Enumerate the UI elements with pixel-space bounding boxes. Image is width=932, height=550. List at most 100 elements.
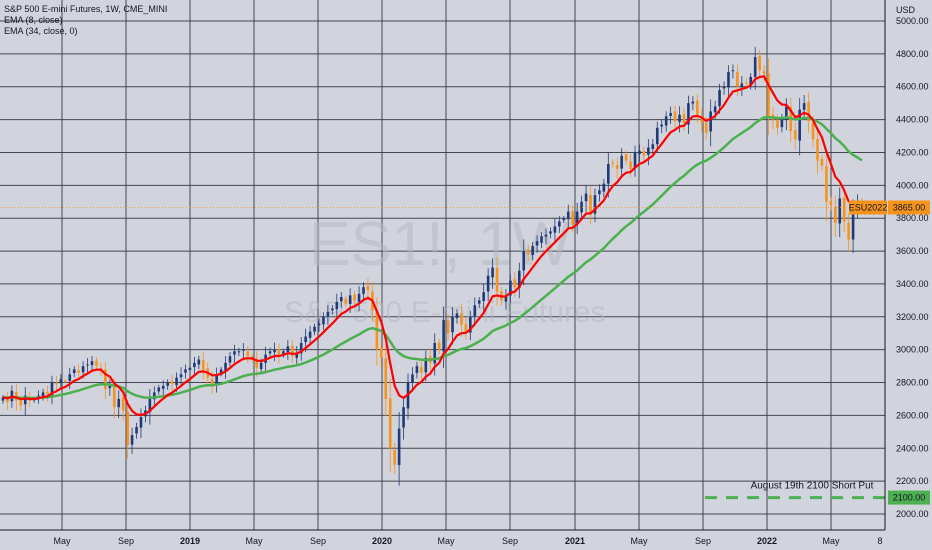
candle-body	[19, 400, 23, 406]
candle-body	[807, 101, 810, 122]
candle-body	[544, 234, 548, 237]
candle-body	[580, 201, 583, 213]
candle-body	[526, 249, 530, 255]
price-tick-label: 4800.00	[896, 49, 929, 59]
short-put-annotation[interactable]: August 19th 2100 Short Put	[751, 481, 874, 492]
candle-body	[753, 57, 757, 77]
candle-body	[86, 364, 89, 366]
candle-body	[700, 115, 704, 123]
candle-body	[121, 397, 125, 411]
price-tick-label: 2400.00	[896, 443, 929, 453]
time-tick-label: 2019	[180, 536, 200, 546]
candle-body	[727, 71, 730, 88]
candle-body	[664, 116, 668, 126]
candle-body	[455, 313, 459, 319]
candle-body	[353, 294, 356, 301]
candle-body	[344, 298, 348, 304]
candle-body	[535, 241, 539, 246]
candle-body	[687, 103, 690, 125]
candle-body	[331, 308, 334, 311]
level-price-badge[interactable]	[888, 490, 930, 505]
time-tick-label: 2021	[565, 536, 585, 546]
candle-body	[157, 387, 161, 392]
candle-body	[504, 295, 508, 302]
watermark: ES1!, 1W S&P 500 E-mini Futures	[284, 210, 605, 329]
candle-body	[286, 346, 290, 352]
candle-body	[785, 106, 788, 120]
candle-body	[420, 367, 423, 373]
candle-body	[584, 193, 588, 202]
candle-body	[442, 320, 445, 352]
candle-body	[233, 351, 236, 355]
candle-body	[188, 367, 192, 371]
candle-body	[558, 221, 561, 227]
candle-body	[148, 398, 152, 413]
candle-body	[81, 366, 85, 373]
candle-body	[566, 211, 570, 220]
candle-body	[669, 113, 672, 116]
symbol-badge[interactable]	[849, 200, 887, 215]
symbol-title[interactable]: S&P 500 E-mini Futures, 1W, CME_MINI	[4, 4, 168, 14]
candle-body	[802, 103, 806, 110]
level-line-group: August 19th 2100 Short Put	[0, 207, 885, 500]
candle-body	[517, 270, 521, 289]
candle-body	[90, 361, 94, 366]
candle-body	[242, 349, 245, 351]
candle-body	[433, 343, 437, 364]
candle-body	[339, 297, 343, 302]
price-tick-label: 4400.00	[896, 115, 929, 125]
candle-body	[615, 164, 619, 169]
candle-body	[411, 374, 414, 383]
candle-body	[847, 222, 850, 240]
indicator-ema-slow-label[interactable]: EMA (34, close, 0)	[4, 26, 78, 36]
candle-body	[357, 293, 361, 302]
candle-body	[811, 122, 815, 140]
candle-body	[562, 218, 566, 221]
candle-body	[780, 117, 784, 128]
candle-body	[295, 352, 299, 358]
candle-body	[299, 343, 303, 354]
candle-body	[72, 369, 76, 374]
candle-body	[620, 155, 623, 169]
time-tick-label: Sep	[310, 536, 326, 546]
time-tick-label: 8	[877, 536, 882, 546]
candle-body	[451, 316, 454, 333]
candle-body	[366, 285, 370, 291]
time-tick-label: Sep	[502, 536, 518, 546]
candle-body	[762, 71, 766, 74]
ema-8-line[interactable]	[2, 75, 863, 417]
candle-body	[139, 417, 143, 428]
candle-body	[509, 280, 512, 296]
candle-body	[682, 114, 686, 123]
candle-body	[744, 82, 748, 84]
time-tick-label: Sep	[118, 536, 134, 546]
candle-body	[99, 367, 103, 370]
time-tick-label: May	[822, 536, 840, 546]
candle-body	[268, 351, 272, 354]
time-tick-label: 2020	[372, 536, 392, 546]
candle-body	[277, 349, 281, 357]
price-axis: USD 2000.00 2200.00 2400.00 2600.00 2800.00 30…	[884, 0, 932, 550]
candle-body	[838, 198, 842, 224]
candle-body	[647, 147, 650, 155]
candle-body	[793, 130, 797, 140]
candle-body	[602, 183, 606, 192]
candle-body	[291, 345, 294, 357]
candle-body	[473, 305, 477, 317]
candle-body	[825, 166, 828, 202]
candle-body	[384, 358, 388, 399]
candle-body	[491, 267, 494, 278]
candle-body	[153, 392, 156, 400]
price-tick-label: 3400.00	[896, 279, 929, 289]
indicator-ema-fast-label[interactable]: EMA (8, close)	[4, 15, 63, 25]
candle-body	[816, 138, 819, 161]
candle-body	[37, 395, 40, 398]
candle-body	[469, 316, 472, 333]
candle-body	[46, 391, 49, 395]
current-price-badge[interactable]	[888, 200, 930, 215]
candle-body	[629, 161, 632, 169]
candle-body	[740, 83, 744, 88]
ema-34-line[interactable]	[2, 116, 863, 400]
candle-body	[246, 351, 250, 357]
